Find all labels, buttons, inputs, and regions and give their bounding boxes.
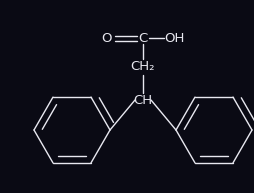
Text: CH: CH — [133, 93, 152, 107]
Text: OH: OH — [163, 31, 183, 45]
Text: O: O — [101, 31, 112, 45]
Text: CH₂: CH₂ — [130, 60, 155, 74]
Text: C: C — [138, 31, 147, 45]
